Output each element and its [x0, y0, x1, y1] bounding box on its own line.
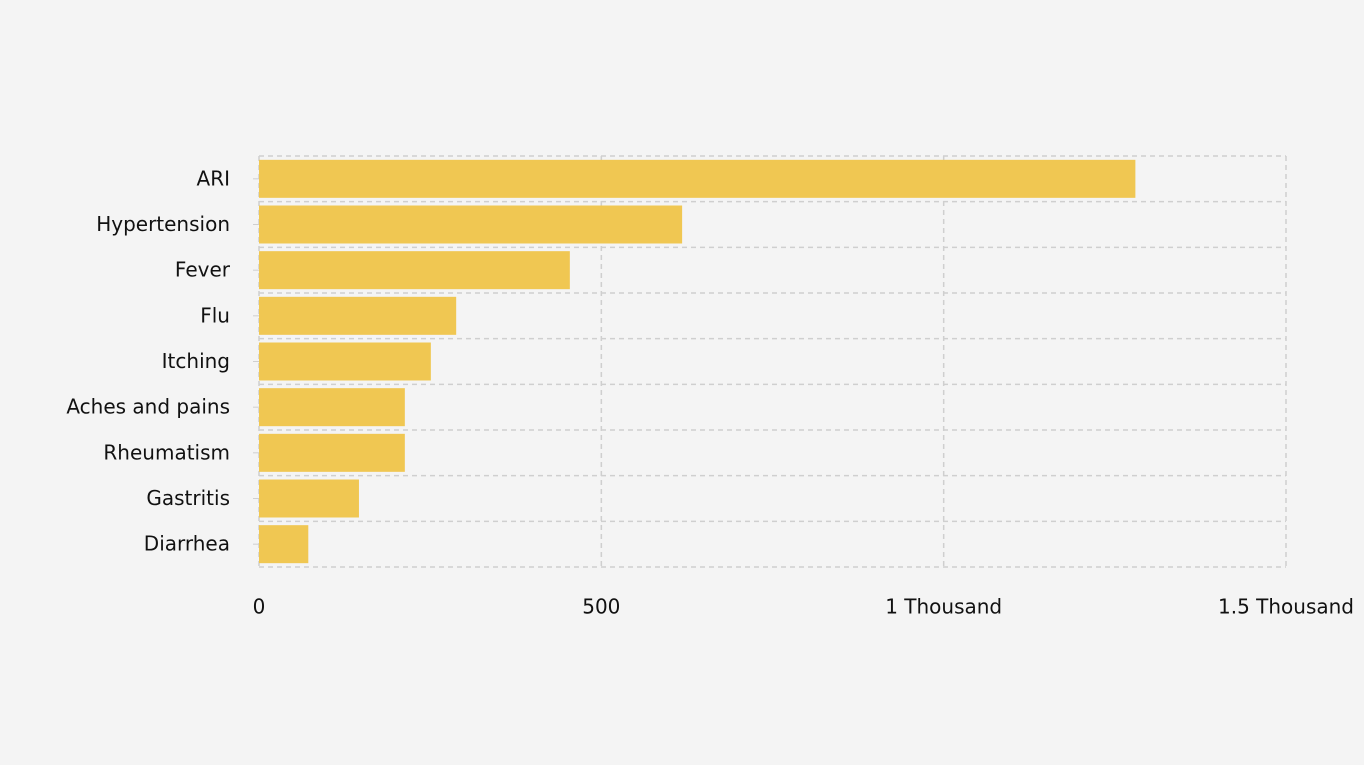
y-tick-label: Fever [175, 258, 231, 282]
bar [259, 388, 405, 427]
x-tick-label: 1 Thousand [885, 595, 1002, 619]
bar [259, 251, 570, 290]
bar [259, 342, 431, 381]
y-tick-label: Aches and pains [66, 395, 230, 419]
bar [259, 525, 309, 564]
x-tick-label: 1.5 Thousand [1218, 595, 1354, 619]
bar [259, 433, 405, 472]
bar [259, 479, 359, 518]
bar [259, 205, 683, 244]
y-tick-label: Diarrhea [144, 532, 230, 556]
y-tick-label: Hypertension [96, 212, 230, 236]
bar [259, 159, 1136, 198]
y-tick-label: Flu [200, 303, 230, 327]
y-tick-label: Rheumatism [103, 440, 230, 464]
x-tick-label: 0 [253, 595, 266, 619]
bar [259, 296, 457, 335]
y-tick-label: ARI [197, 166, 230, 190]
y-tick-label: Itching [162, 349, 230, 373]
x-tick-label: 500 [582, 595, 620, 619]
y-tick-label: Gastritis [146, 486, 230, 510]
